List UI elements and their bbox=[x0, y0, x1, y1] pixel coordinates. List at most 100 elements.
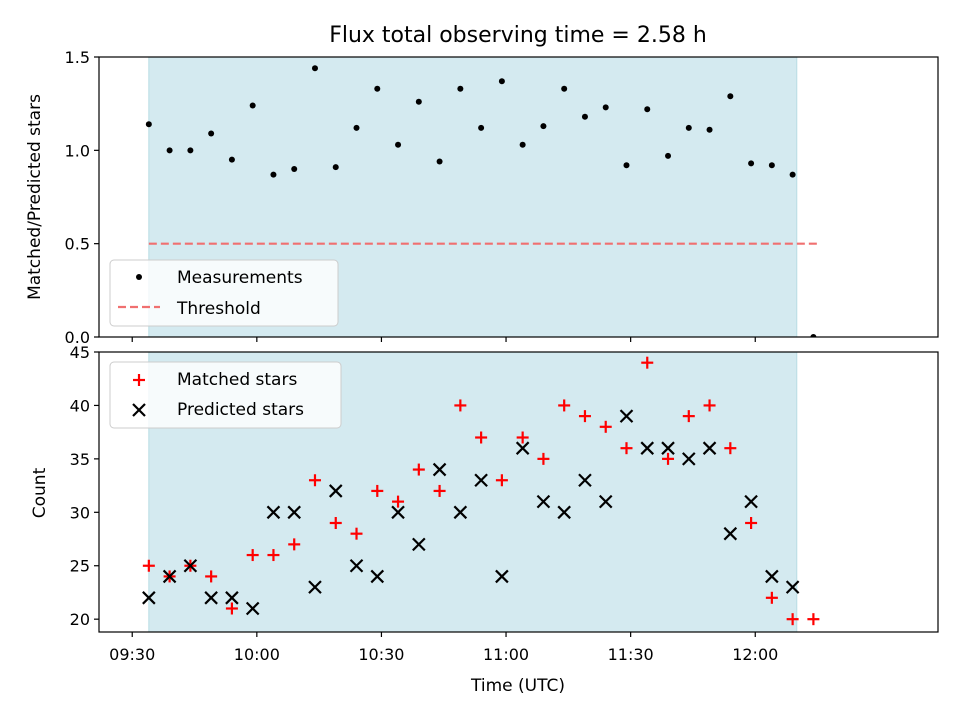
predicted-stars-point bbox=[536, 494, 551, 509]
predicted-stars-point-b bbox=[702, 441, 717, 455]
measurements-point bbox=[685, 124, 692, 131]
measurements-point bbox=[665, 152, 672, 159]
measurements-point bbox=[478, 124, 485, 131]
bottom-panel: 20 25 30 35 40 45 09:30 10:00 10:30 11:00 11:30 12:… bbox=[70, 343, 939, 664]
legend-box bbox=[109, 361, 342, 429]
plot-layer: 0.0 0.5 1.0 1.5 Measurements Threshold 20 25 30 3… bbox=[65, 48, 939, 664]
matched-stars-point bbox=[662, 452, 675, 465]
predicted-stars-point bbox=[308, 580, 322, 594]
matched-stars-point bbox=[288, 538, 301, 551]
matched-stars-point bbox=[578, 410, 591, 423]
measurements-point bbox=[395, 141, 402, 148]
measurements-point bbox=[540, 123, 547, 130]
matched-stars-point bbox=[786, 613, 799, 626]
matched-stars-point bbox=[308, 474, 321, 487]
predicted-stars-point-b bbox=[245, 601, 260, 616]
predicted-stars-point bbox=[557, 505, 571, 520]
predicted-stars-point-b bbox=[162, 569, 177, 584]
bottom-y-axis-label: Count bbox=[30, 467, 50, 518]
legend-label-matched: Matched stars bbox=[177, 370, 297, 390]
predicted-stars-point bbox=[723, 526, 738, 541]
predicted-stars-point bbox=[453, 505, 468, 520]
measurements-point bbox=[332, 164, 339, 171]
bottom-legend: Matched stars Predicted stars bbox=[109, 361, 342, 429]
y-tick-label: 20 bbox=[70, 610, 90, 629]
x-tick-label: 11:30 bbox=[608, 645, 654, 664]
predicted-stars-point-b bbox=[640, 441, 655, 455]
y-tick-label: 0.5 bbox=[65, 235, 90, 254]
legend-label-threshold: Threshold bbox=[176, 299, 261, 319]
predicted-stars-point bbox=[661, 441, 675, 455]
predicted-stars-point bbox=[328, 484, 343, 498]
x-tick-label: 10:00 bbox=[234, 645, 280, 664]
predicted-stars-point bbox=[142, 591, 156, 605]
matched-stars-point bbox=[599, 420, 612, 433]
predicted-stars-point-b bbox=[432, 462, 447, 477]
predicted-stars-point-b bbox=[578, 473, 592, 488]
measurements-point bbox=[768, 162, 775, 169]
bottom-plot-area bbox=[142, 352, 820, 632]
matched-stars-point bbox=[745, 516, 758, 529]
top-y-axis-label: Matched/Predicted stars bbox=[25, 94, 45, 300]
predicted-stars-point-b bbox=[619, 409, 634, 423]
measurements-point bbox=[145, 121, 152, 128]
predicted-stars-point bbox=[183, 558, 198, 573]
y-tick-label: 0.0 bbox=[65, 328, 90, 347]
predicted-stars-point-b bbox=[225, 591, 239, 605]
measurements-point bbox=[249, 102, 256, 109]
y-tick-label: 30 bbox=[70, 503, 90, 522]
matched-stars-point bbox=[454, 399, 467, 412]
predicted-stars-point-b bbox=[308, 580, 322, 594]
predicted-stars-point-b bbox=[287, 505, 301, 520]
measurements-point bbox=[727, 93, 734, 100]
measurements-point bbox=[353, 124, 360, 131]
predicted-stars-point bbox=[744, 494, 758, 509]
predicted-stars-point-b bbox=[536, 494, 551, 509]
measurements-point bbox=[498, 78, 505, 85]
predicted-stars-point bbox=[785, 580, 800, 594]
matched-stars-point bbox=[329, 516, 342, 529]
y-tick-label: 45 bbox=[70, 343, 90, 362]
predicted-stars-point bbox=[619, 409, 634, 423]
predicted-stars-point-b bbox=[557, 505, 571, 520]
legend-label-predicted: Predicted stars bbox=[177, 400, 304, 420]
matched-stars-point bbox=[225, 602, 238, 615]
x-tick-label: 12:00 bbox=[732, 645, 778, 664]
matched-stars-point bbox=[267, 549, 280, 562]
measurements-point bbox=[706, 126, 713, 133]
matched-stars-point bbox=[205, 570, 218, 583]
predicted-stars-point-b bbox=[349, 558, 364, 573]
predicted-stars-point bbox=[349, 558, 364, 573]
top-panel: 0.0 0.5 1.0 1.5 Measurements Threshold bbox=[65, 48, 939, 347]
predicted-stars-point-b bbox=[453, 505, 468, 520]
measurements-point bbox=[789, 171, 796, 178]
predicted-stars-point bbox=[640, 441, 655, 455]
predicted-stars-point bbox=[495, 569, 509, 584]
predicted-stars-point bbox=[682, 452, 696, 466]
measurements-point bbox=[644, 106, 651, 113]
measurements-point bbox=[748, 160, 755, 167]
legend-marker-predicted bbox=[132, 403, 146, 417]
x-tick-label: 10:30 bbox=[358, 645, 404, 664]
matched-stars-point bbox=[246, 549, 259, 562]
matched-stars-point bbox=[142, 559, 155, 572]
measurements-point bbox=[291, 166, 298, 172]
y-tick-label: 1.5 bbox=[65, 48, 90, 67]
legend-label-measurements: Measurements bbox=[177, 268, 303, 288]
matched-stars-point bbox=[558, 399, 571, 412]
predicted-stars-point-b bbox=[785, 580, 800, 594]
x-tick-label: 11:00 bbox=[483, 645, 529, 664]
y-tick-label: 35 bbox=[70, 450, 90, 469]
matched-stars-point bbox=[641, 356, 654, 369]
chart-title: Flux total observing time = 2.58 h bbox=[329, 23, 707, 48]
predicted-stars-point bbox=[412, 537, 426, 552]
measurements-point bbox=[374, 85, 381, 92]
x-tick-label: 09:30 bbox=[109, 645, 155, 664]
matched-stars-point bbox=[392, 495, 405, 508]
measurements-point bbox=[187, 147, 194, 154]
predicted-stars-point-b bbox=[661, 441, 675, 455]
predicted-stars-point-b bbox=[183, 558, 198, 573]
predicted-stars-point bbox=[702, 441, 717, 455]
measurements-point bbox=[166, 147, 173, 154]
predicted-stars-point bbox=[204, 591, 218, 605]
